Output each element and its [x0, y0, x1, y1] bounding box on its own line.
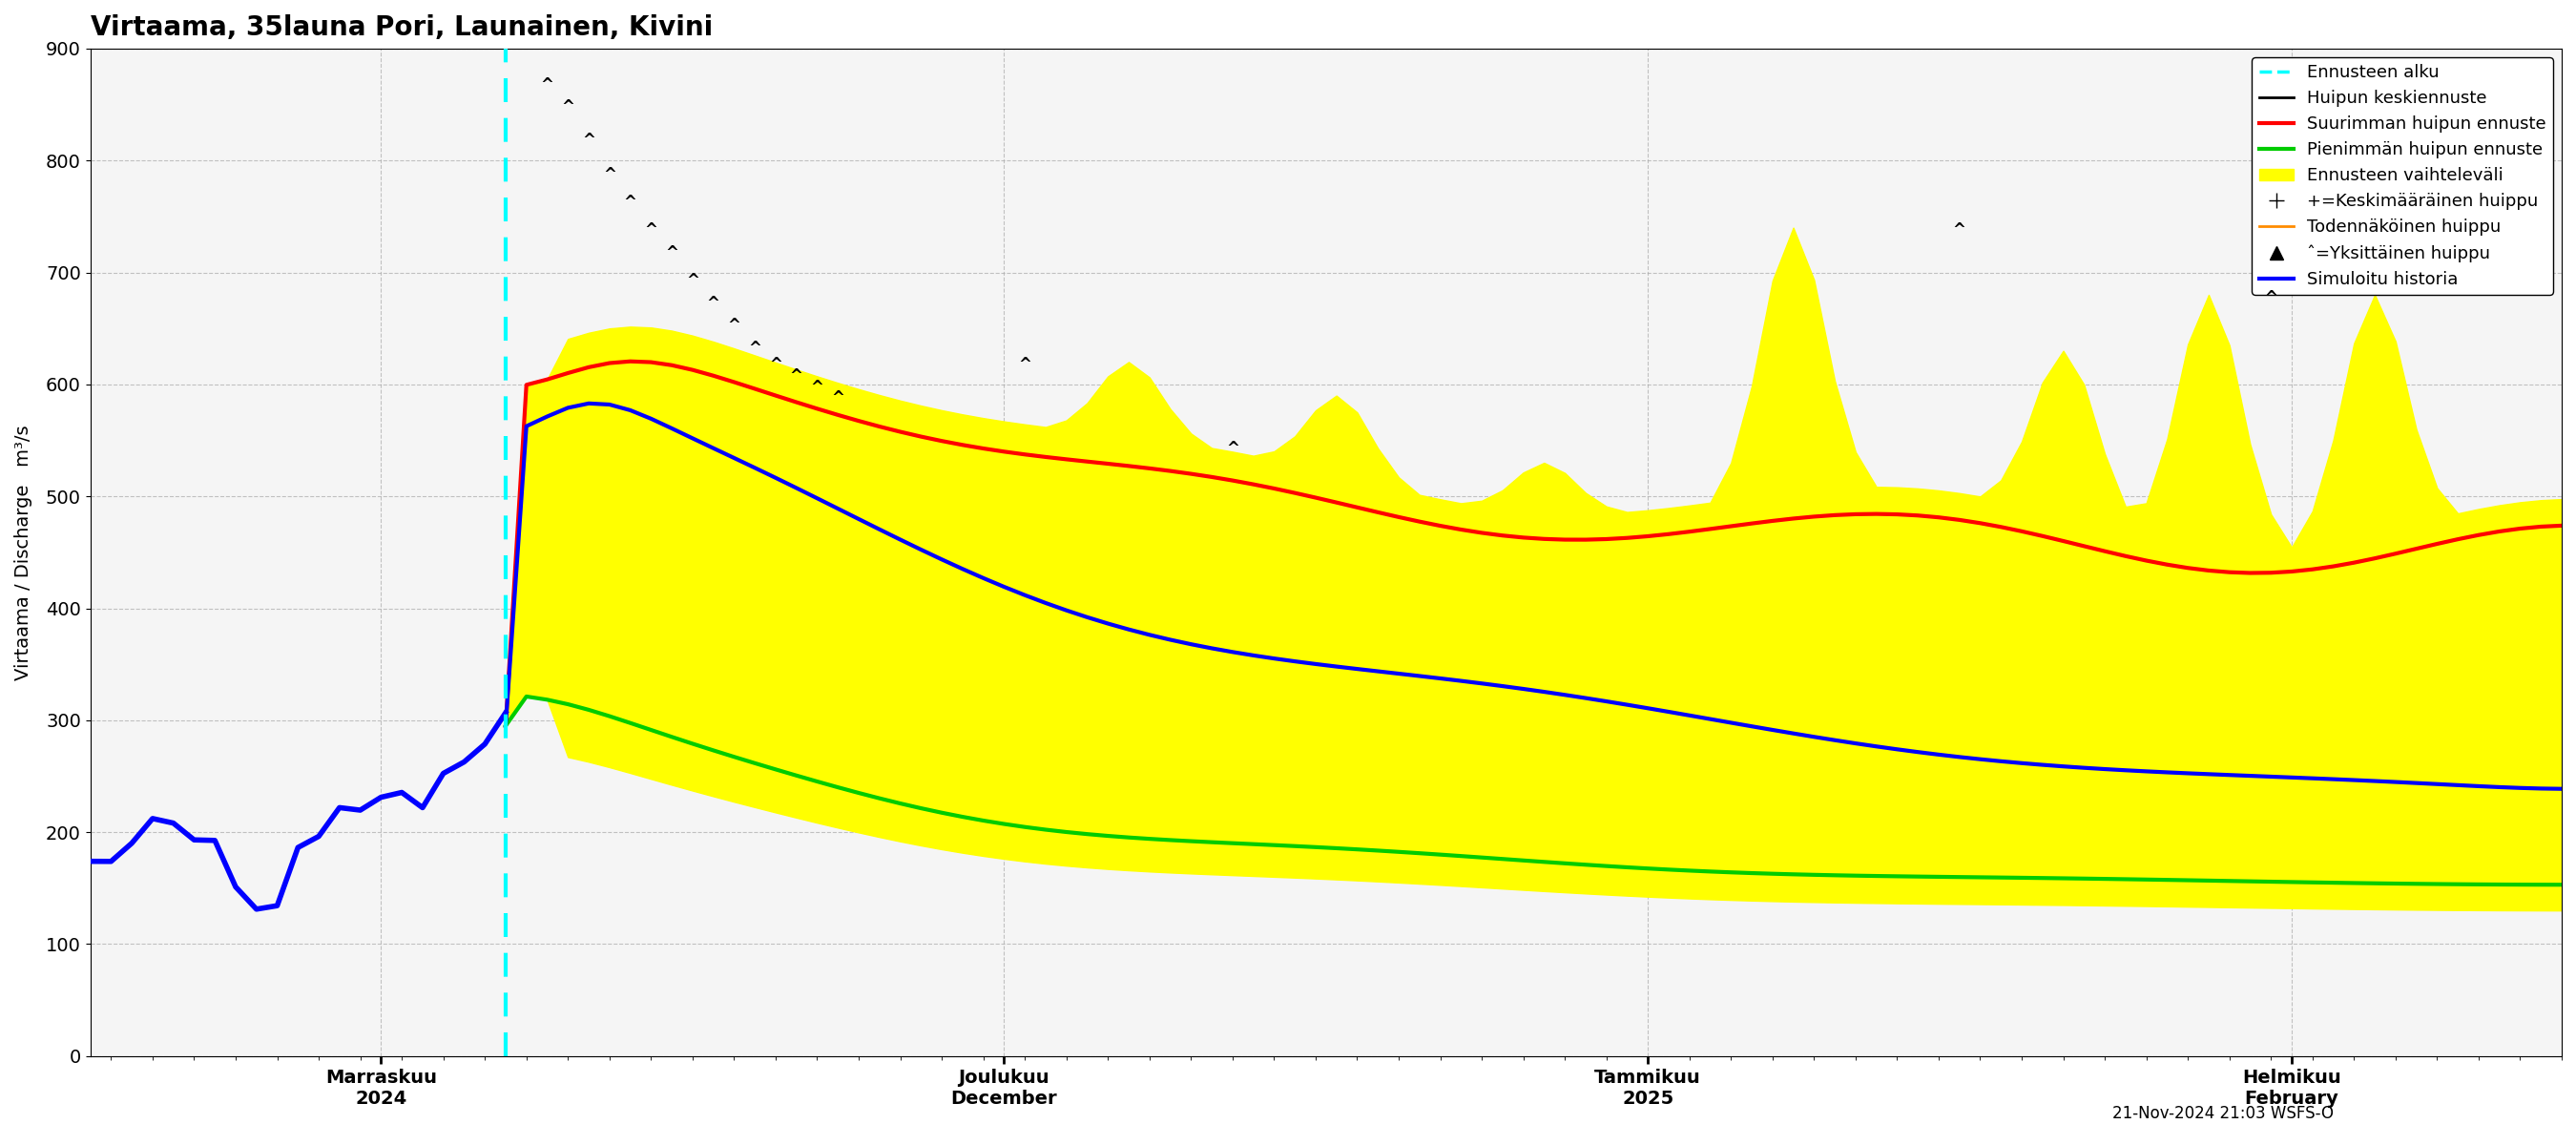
Text: ^: ^ [770, 356, 783, 373]
Text: ^: ^ [832, 389, 845, 406]
Text: ^: ^ [726, 317, 742, 334]
Text: ^: ^ [665, 244, 677, 261]
Text: ^: ^ [2264, 289, 2277, 306]
Text: ^: ^ [562, 98, 574, 116]
Text: ^: ^ [623, 194, 636, 211]
Text: ^: ^ [1226, 440, 1239, 457]
Text: ^: ^ [644, 222, 657, 239]
Text: ^: ^ [1018, 356, 1030, 373]
Text: ^: ^ [685, 273, 698, 290]
Y-axis label: Virtaama / Discharge   m³/s: Virtaama / Discharge m³/s [15, 425, 33, 680]
Text: ^: ^ [541, 77, 554, 94]
Text: ^: ^ [582, 132, 595, 149]
Text: 21-Nov-2024 21:03 WSFS-O: 21-Nov-2024 21:03 WSFS-O [2112, 1105, 2334, 1122]
Text: ^: ^ [747, 339, 762, 356]
Text: ^: ^ [811, 378, 824, 395]
Text: Virtaama, 35launa Pori, Launainen, Kivini: Virtaama, 35launa Pori, Launainen, Kivin… [90, 14, 714, 41]
Text: ^: ^ [1953, 222, 1965, 239]
Text: ^: ^ [706, 294, 719, 311]
Text: ^: ^ [791, 368, 804, 385]
Legend: Ennusteen alku, Huipun keskiennuste, Suurimman huipun ennuste, Pienimmän huipun : Ennusteen alku, Huipun keskiennuste, Suu… [2251, 57, 2553, 295]
Text: ^: ^ [603, 166, 616, 183]
